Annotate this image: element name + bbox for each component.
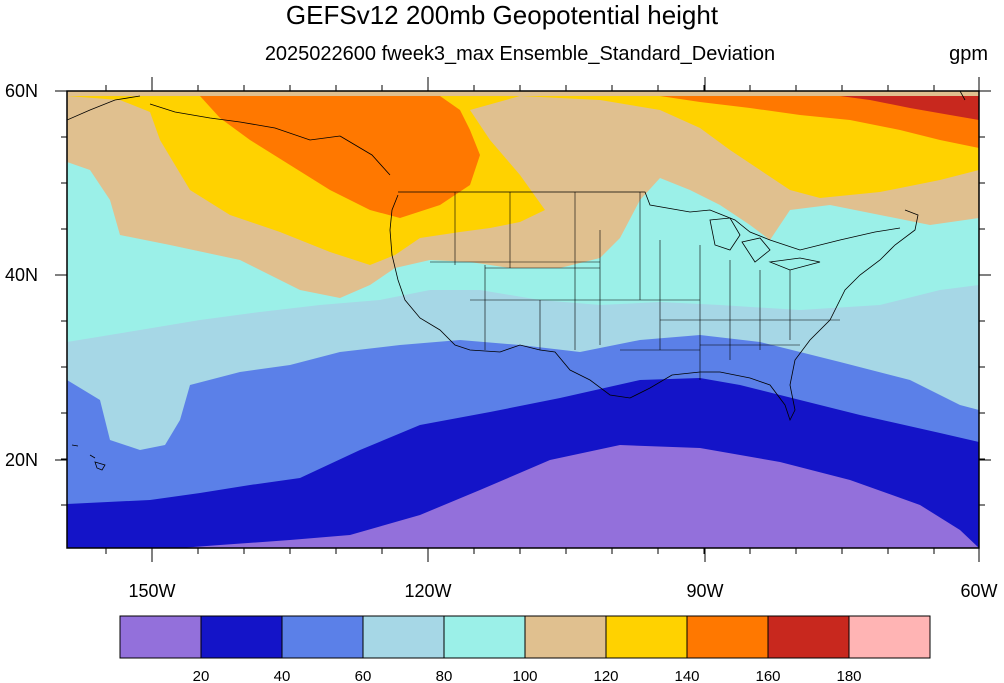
- lon-label: 150W: [128, 581, 175, 601]
- lat-label: 20N: [5, 450, 38, 470]
- colorbar-swatch: [200, 615, 283, 659]
- contour-fill: [67, 91, 979, 548]
- colorbar-label: 160: [755, 668, 780, 683]
- great-lakes: [709, 217, 821, 271]
- colorbar-swatch: [605, 615, 688, 659]
- colorbar-label: 120: [593, 668, 618, 683]
- colorbar: 20 40 60 80 100 120 140 160 180: [119, 615, 931, 683]
- colorbar-swatch: [281, 615, 364, 659]
- colorbar-label: 180: [836, 668, 861, 683]
- band-140-160: [200, 96, 979, 218]
- lon-label: 60W: [960, 581, 997, 601]
- alaska-coast: [67, 95, 391, 176]
- coastlines: [67, 91, 966, 471]
- colorbar-label: 100: [512, 668, 537, 683]
- west-coast: [389, 194, 919, 422]
- colorbar-label: 40: [274, 668, 291, 683]
- colorbar-swatch: [362, 615, 445, 659]
- hawaii: [71, 444, 106, 471]
- tick-marks: [55, 77, 991, 562]
- colorbar-swatch: [767, 615, 850, 659]
- lon-label: 120W: [404, 581, 451, 601]
- lat-label: 40N: [5, 265, 38, 285]
- state-lines: [430, 192, 840, 380]
- colorbar-swatch: [443, 615, 526, 659]
- lon-label: 90W: [686, 581, 723, 601]
- latitude-labels: 60N 40N 20N: [5, 81, 38, 470]
- units-label: gpm: [949, 43, 988, 65]
- longitude-labels: 150W 120W 90W 60W: [128, 581, 997, 601]
- colorbar-swatch: [524, 615, 607, 659]
- us-canada-border: [398, 191, 901, 251]
- colorbar-swatch: [848, 615, 931, 659]
- colorbar-label: 140: [674, 668, 699, 683]
- colorbar-label: 60: [355, 668, 372, 683]
- map-title: GEFSv12 200mb Geopotential height: [285, 0, 719, 30]
- colorbar-label: 80: [436, 668, 453, 683]
- plot-frame: [66, 90, 980, 549]
- colorbar-label: 20: [193, 668, 210, 683]
- colorbar-swatch: [119, 615, 202, 659]
- greenland-edge: [959, 91, 966, 101]
- lat-label: 60N: [5, 81, 38, 101]
- band-160-180: [840, 96, 979, 120]
- map-subtitle: 2025022600 fweek3_max Ensemble_Standard_…: [264, 43, 776, 65]
- colorbar-swatch: [686, 615, 769, 659]
